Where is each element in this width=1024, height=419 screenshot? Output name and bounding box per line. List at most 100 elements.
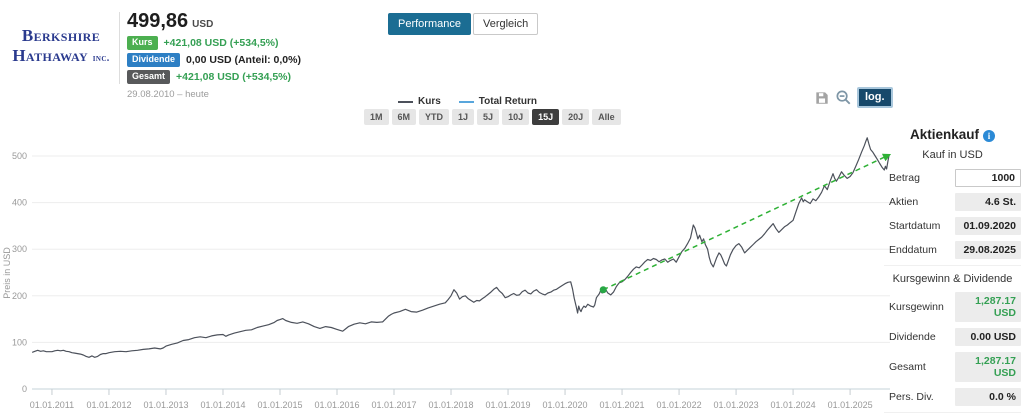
x-tick-label: 01.01.2017 xyxy=(371,400,416,410)
price-row-kurs: Kurs +421,08 USD (+534,5%) xyxy=(127,36,301,50)
legend-label-total-return: Total Return xyxy=(478,96,537,107)
zoom-out-icon xyxy=(835,90,852,109)
x-tick-label: 01.01.2022 xyxy=(657,400,702,410)
performance-summary: Kurs +421,08 USD (+534,5%) Dividende 0,00 U… xyxy=(127,36,301,84)
panel-group-rendite-nur-kursgewinne: Rendite (nur Kursgewinne)Rendite128.7 %A… xyxy=(884,412,1021,419)
value-startdatum: 01.09.2020 xyxy=(955,217,1021,235)
panel-title-row: Aktienkauf i xyxy=(884,126,1021,144)
chart-grid xyxy=(32,155,890,343)
panel-label-betrag: Betrag xyxy=(889,172,920,184)
zoom-out-button[interactable] xyxy=(834,88,853,107)
y-tick-label: 400 xyxy=(12,198,27,208)
panel-subtitle: Kauf in USD xyxy=(922,149,983,161)
panel-label-enddatum: Enddatum xyxy=(889,244,937,256)
panel-row-betrag: Betrag xyxy=(884,169,1021,187)
tab-performance[interactable]: Performance xyxy=(388,13,471,35)
range-button-ytd[interactable]: YTD xyxy=(419,109,450,125)
y-tick-label: 100 xyxy=(12,337,27,347)
y-tick-label: 300 xyxy=(12,244,27,254)
panel-label-gesamt: Gesamt xyxy=(889,361,926,373)
chart-legend: Kurs Total Return xyxy=(398,96,537,107)
chart-axes: 0 100 200 300 400 500 Preis in USD 01.01.2011 01… xyxy=(2,151,890,410)
panel-groups: Betrag Aktien 4.6 St. Startdatum 01.09.2020 E… xyxy=(884,169,1021,419)
y-axis-title: Preis in USD xyxy=(2,247,12,299)
range-button-5j[interactable]: 5J xyxy=(477,109,500,125)
legend-item-total-return[interactable]: Total Return xyxy=(458,96,537,107)
value-gesamt: +421,08 USD (+534,5%) xyxy=(176,71,292,83)
panel-title: Aktienkauf xyxy=(909,127,980,142)
legend-item-kurs[interactable]: Kurs xyxy=(398,96,441,107)
range-button-1j[interactable]: 1J xyxy=(452,109,475,125)
x-tick-label: 01.01.2019 xyxy=(486,400,531,410)
chart-toolbar: log. xyxy=(814,87,893,108)
panel-group-kauf: Betrag Aktien 4.6 St. Startdatum 01.09.2020 E… xyxy=(884,169,1021,259)
logo-suffix: inc. xyxy=(92,53,110,65)
chart-series xyxy=(31,137,892,358)
logo-line1: Berkshire xyxy=(21,26,101,45)
header-divider xyxy=(119,12,120,84)
value-kursgewinn: 1,287.17 USD xyxy=(955,292,1021,322)
company-logo: Berkshire Hathaway inc. xyxy=(8,26,114,67)
group-header-kursgewinn-dividende: Kursgewinn & Dividende xyxy=(892,273,1013,285)
range-button-10j[interactable]: 10J xyxy=(502,109,530,125)
panel-label-dividende: Dividende xyxy=(889,331,936,343)
view-tabs: Performance Vergleich xyxy=(388,13,539,35)
panel-row-dividende: Dividende 0.00 USD xyxy=(884,328,1021,346)
y-tick-label: 200 xyxy=(12,291,27,301)
save-button[interactable] xyxy=(814,90,830,106)
value-aktien: 4.6 St. xyxy=(955,193,1021,211)
x-tick-label: 01.01.2025 xyxy=(828,400,873,410)
value-dividende: 0,00 USD (Anteil: 0,0%) xyxy=(186,54,301,66)
value-dividende: 0.00 USD xyxy=(955,328,1021,346)
panel-row-aktien: Aktien 4.6 St. xyxy=(884,193,1021,211)
range-button-15j[interactable]: 15J xyxy=(532,109,560,125)
x-tick-label: 01.01.2012 xyxy=(86,400,131,410)
range-button-6m[interactable]: 6M xyxy=(391,109,417,125)
info-icon[interactable]: i xyxy=(983,130,996,142)
panel-label-aktien: Aktien xyxy=(889,196,919,208)
panel-row-kursgewinn: Kursgewinn 1,287.17 USD xyxy=(884,292,1021,322)
value-gesamt: 1,287.17 USD xyxy=(955,352,1021,382)
current-price: 499,86 xyxy=(127,10,189,32)
value-enddatum: 29.08.2025 xyxy=(955,241,1021,259)
price-block: 499,86 USD Kurs +421,08 USD (+534,5%) Divid… xyxy=(127,10,301,100)
range-button-20j[interactable]: 20J xyxy=(562,109,590,125)
badge-dividende: Dividende xyxy=(127,53,181,67)
panel-label-kursgewinn: Kursgewinn xyxy=(889,301,944,313)
log-scale-button[interactable]: log. xyxy=(857,87,893,108)
y-tick-label: 500 xyxy=(12,151,27,161)
badge-kurs: Kurs xyxy=(127,36,158,50)
value-pers-div: 0.0 % xyxy=(955,388,1021,406)
badge-gesamt: Gesamt xyxy=(127,70,171,84)
trend-line xyxy=(602,153,892,291)
kurs-line xyxy=(31,137,890,358)
price-line: 499,86 USD xyxy=(127,10,301,33)
panel-label-pers-div: Pers. Div. xyxy=(889,391,934,403)
y-tick-label: 0 xyxy=(22,384,27,394)
x-tick-label: 01.01.2016 xyxy=(314,400,359,410)
x-tick-label: 01.01.2014 xyxy=(200,400,245,410)
logo-line2: Hathaway inc. xyxy=(12,46,110,66)
legend-label-kurs: Kurs xyxy=(418,96,441,107)
panel-row-pers-div: Pers. Div. 0.0 % xyxy=(884,388,1021,406)
x-tick-label: 01.01.2013 xyxy=(143,400,188,410)
x-tick-label: 01.01.2011 xyxy=(30,400,74,410)
price-row-dividende: Dividende 0,00 USD (Anteil: 0,0%) xyxy=(127,53,301,67)
panel-row-gesamt: Gesamt 1,287.17 USD xyxy=(884,352,1021,382)
x-tick-label: 01.01.2023 xyxy=(714,400,759,410)
range-button-1m[interactable]: 1M xyxy=(364,109,389,125)
price-row-gesamt: Gesamt +421,08 USD (+534,5%) xyxy=(127,70,301,84)
input-betrag[interactable] xyxy=(955,169,1021,187)
range-button-alle[interactable]: Alle xyxy=(592,109,621,125)
value-kurs: +421,08 USD (+534,5%) xyxy=(163,37,279,49)
tab-vergleich[interactable]: Vergleich xyxy=(472,13,539,35)
trend-start-handle[interactable] xyxy=(599,286,607,294)
x-tick-label: 01.01.2020 xyxy=(543,400,588,410)
currency-label: USD xyxy=(192,19,214,30)
price-chart[interactable]: 0 100 200 300 400 500 Preis in USD 01.01.2011 01… xyxy=(0,125,900,419)
range-selector: 1M 6M YTD 1J 5J 10J 15J 20J Alle xyxy=(364,109,621,125)
date-range: 29.08.2010 – heute xyxy=(127,89,209,100)
x-tick-label: 01.01.2018 xyxy=(428,400,473,410)
